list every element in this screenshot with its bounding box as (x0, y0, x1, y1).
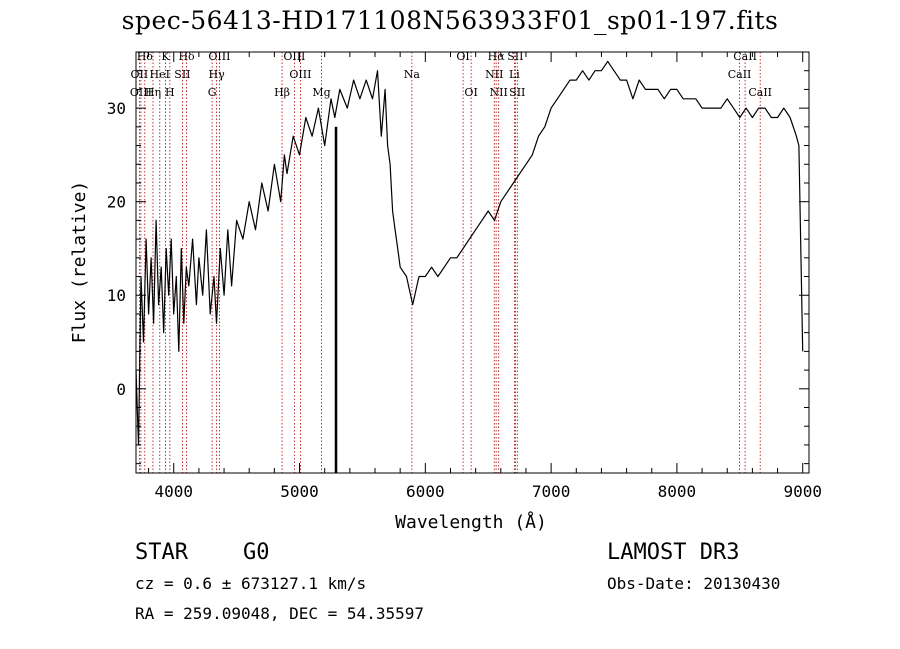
x-tick-label: 4000 (154, 482, 193, 501)
spectrum-line (135, 60, 804, 446)
line-label: OI (464, 86, 477, 99)
spectral-line-markers (138, 52, 761, 473)
line-label: HeI (150, 68, 170, 81)
line-label: OIII (289, 68, 311, 81)
line-label: SII (509, 86, 525, 99)
line-label: Li (509, 68, 520, 81)
line-label: Hδ (137, 50, 154, 63)
line-label: NII (490, 86, 508, 99)
x-axis-label: Wavelength (Å) (395, 511, 547, 533)
line-label: OIII (208, 50, 230, 63)
coordinates: RA = 259.09048, DEC = 54.35597 (135, 604, 424, 623)
axes: 4000 5000 6000 7000 8000 9000 0 10 20 30 (107, 51, 822, 501)
chart-title: spec-56413-HD171108N563933F01_sp01-197.f… (121, 6, 779, 35)
redshift-cz: cz = 0.6 ± 673127.1 km/s (135, 574, 367, 593)
y-tick-label: 10 (107, 286, 126, 305)
line-label: OIII (283, 50, 305, 63)
line-label: Hδ (178, 50, 195, 63)
line-label: OII (131, 68, 149, 81)
y-tick-label: 30 (107, 99, 126, 118)
line-label: OIII (130, 86, 152, 99)
x-tick-label: 9000 (783, 482, 822, 501)
plot-frame (135, 51, 810, 474)
line-label: NII (485, 68, 503, 81)
line-label: K (161, 50, 170, 63)
x-tick-label: 7000 (532, 482, 571, 501)
line-label: SII (507, 50, 523, 63)
gap-band (334, 126, 338, 473)
line-label: Mg (312, 86, 330, 99)
x-tick-label: 8000 (658, 482, 697, 501)
spectrum-layer (135, 60, 804, 446)
gap-band-layer (334, 126, 338, 473)
line-label: SII (174, 68, 190, 81)
spectral-line-labels: Hδ OII OIII K HeI Hη Hδ SII H OIII Hγ G OIII OIII Hβ Mg… (130, 50, 772, 99)
line-label: CaII (728, 68, 752, 81)
line-label: OI (456, 50, 469, 63)
line-label: Hβ (274, 86, 290, 99)
line-label: CaII (733, 50, 757, 63)
line-label: H (165, 86, 175, 99)
survey-name: LAMOST DR3 (607, 540, 740, 565)
x-tick-label: 6000 (406, 482, 445, 501)
y-tick-label: 20 (107, 193, 126, 212)
line-label: G (208, 86, 217, 99)
line-label: Hα (488, 50, 506, 63)
y-tick-label: 0 (116, 380, 126, 399)
line-label: Hη (145, 86, 161, 99)
subclass: G0 (243, 540, 270, 565)
x-tick-label: 5000 (280, 482, 319, 501)
line-label: CaII (748, 86, 772, 99)
object-class: STAR (135, 540, 188, 565)
line-label: Na (404, 68, 421, 81)
line-label: Hγ (209, 68, 226, 81)
observation-date: Obs-Date: 20130430 (607, 574, 781, 593)
y-axis-label: Flux (relative) (69, 181, 90, 344)
